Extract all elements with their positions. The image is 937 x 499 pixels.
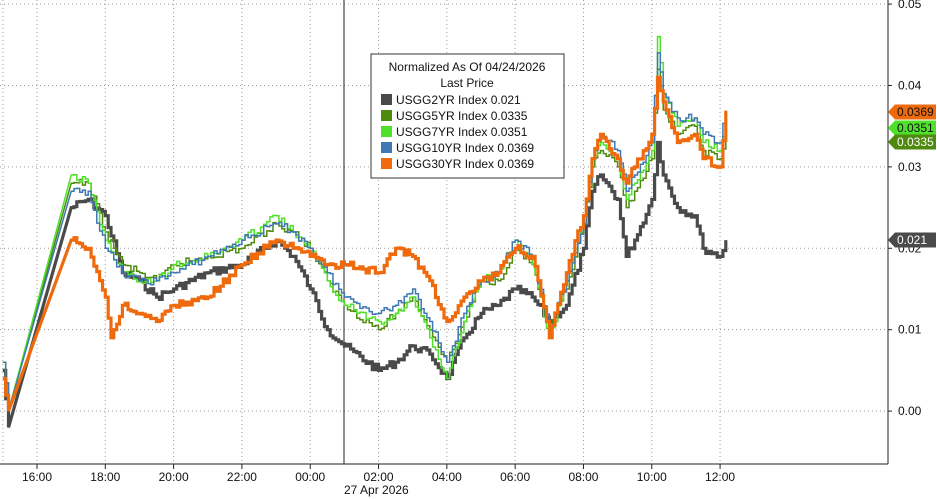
last-price-tag (888, 120, 936, 136)
x-axis-date-label: 27 Apr 2026 (344, 483, 409, 497)
last-price-tag (888, 232, 936, 248)
x-tick-label: 08:00 (568, 470, 598, 484)
y-axis: 0.000.010.020.030.040.05 (888, 0, 922, 418)
last-price-tag (888, 104, 936, 120)
last-price-tag-label: 0.0335 (897, 135, 934, 149)
legend-entries: USGG2YR Index 0.021 USGG5YR Index 0.0335 U… (381, 93, 534, 171)
legend-entry-label: USGG5YR Index 0.0335 (396, 109, 528, 123)
gridlines (0, 0, 888, 464)
x-tick-label: 00:00 (295, 470, 325, 484)
legend-swatch (381, 126, 392, 137)
legend-swatch (381, 142, 392, 153)
x-tick-label: 18:00 (90, 470, 120, 484)
legend-header-last-price: Last Price (440, 76, 494, 90)
legend-swatch (381, 94, 392, 105)
x-axis: 16:00 18:00 20:00 22:00 00:00 02:00 04:00 06:00… (22, 464, 735, 484)
y-tick-label: 0.03 (898, 160, 922, 174)
x-tick-label: 20:00 (159, 470, 189, 484)
legend-entry-label: USGG30YR Index 0.0369 (396, 157, 534, 171)
x-tick-label: 10:00 (637, 470, 667, 484)
legend: Normalized As Of 04/24/2026 Last Price U… (370, 53, 565, 179)
x-tick-label: 12:00 (705, 470, 735, 484)
y-tick-label: 0.01 (898, 323, 922, 337)
legend-entry-label: USGG10YR Index 0.0369 (396, 141, 534, 155)
series-line (2, 140, 728, 428)
x-tick-label: 04:00 (432, 470, 462, 484)
series-line (2, 75, 728, 412)
legend-entry-label: USGG2YR Index 0.021 (396, 93, 521, 107)
x-tick-label: 06:00 (500, 470, 530, 484)
last-price-tag-label: 0.021 (897, 233, 927, 247)
y-tick-label: 0.05 (898, 0, 922, 11)
last-price-tag-label: 0.0369 (897, 105, 934, 119)
series-line (2, 52, 727, 412)
series-layer (2, 35, 728, 428)
legend-swatch (381, 158, 392, 169)
legend-swatch (381, 110, 392, 121)
last-price-tag-label: 0.0351 (897, 121, 934, 135)
x-tick-label: 22:00 (227, 470, 257, 484)
legend-entry-label: USGG7YR Index 0.0351 (396, 125, 528, 139)
y-tick-label: 0.04 (898, 78, 922, 92)
legend-box (370, 53, 565, 179)
x-tick-label: 16:00 (22, 470, 52, 484)
y-tick-label: 0.00 (898, 404, 922, 418)
legend-header-normalized: Normalized As Of 04/24/2026 (389, 60, 546, 74)
last-price-tag (888, 134, 936, 150)
x-tick-label: 02:00 (364, 470, 394, 484)
